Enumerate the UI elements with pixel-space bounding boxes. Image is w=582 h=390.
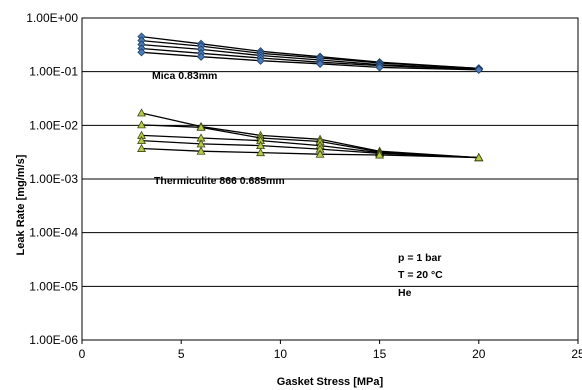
series-layer: [137, 32, 484, 162]
y-tick-label: 1.00E-04: [29, 226, 78, 240]
data-point: [315, 149, 325, 158]
data-point: [196, 146, 206, 155]
data-point: [474, 153, 484, 162]
series-line: [141, 51, 479, 71]
data-point: [315, 59, 325, 68]
data-point: [256, 148, 266, 157]
data-point: [137, 108, 146, 117]
series-line: [141, 35, 479, 70]
y-tick-label: 1.00E-02: [29, 118, 78, 132]
mica-series-5: [137, 48, 483, 75]
data-point: [196, 122, 206, 131]
x-tick-label: 5: [178, 347, 185, 361]
y-axis-title: Leak Rate [mg/m/s]: [15, 154, 27, 255]
annotation-pressure: p = 1 bar: [398, 252, 441, 264]
series-line: [141, 134, 479, 159]
series-line: [141, 139, 479, 159]
data-point: [137, 120, 146, 129]
data-point: [375, 63, 384, 72]
annotation-temperature: T = 20 °C: [398, 269, 443, 281]
y-tick-label: 1.00E+00: [26, 11, 78, 25]
series-line: [141, 147, 479, 159]
data-point: [137, 135, 146, 145]
data-point: [137, 48, 146, 57]
annotation-thermiculite: Thermiculite 866 0.685mm: [154, 175, 285, 187]
y-tick-label: 1.00E-06: [29, 333, 78, 347]
annotation-gas: He: [398, 287, 412, 299]
thermiculite-series-10: [137, 143, 484, 162]
x-tick-labels: 0 5 10 15 20 25: [79, 340, 582, 361]
data-point: [375, 150, 385, 159]
x-tick-label: 25: [571, 347, 582, 361]
y-tick-label: 1.00E-05: [29, 279, 78, 293]
x-tick-label: 0: [79, 347, 86, 361]
annotation-mica: Mica 0.83mm: [152, 70, 217, 82]
data-point: [474, 65, 483, 75]
x-axis-title: Gasket Stress [MPa]: [277, 376, 384, 388]
y-tick-labels: 1.00E-06 1.00E-05 1.00E-04 1.00E-03 1.00E-02…: [26, 11, 78, 347]
y-tick-label: 1.00E-01: [29, 65, 78, 79]
data-point: [137, 143, 146, 152]
x-tick-label: 10: [274, 347, 288, 361]
y-tick-label: 1.00E-03: [29, 172, 78, 186]
series-line: [141, 43, 479, 70]
data-point: [196, 52, 206, 61]
data-point: [256, 56, 265, 65]
x-tick-label: 20: [472, 347, 486, 361]
x-tick-label: 15: [373, 347, 387, 361]
series-line: [141, 39, 479, 70]
series-line: [141, 47, 479, 71]
